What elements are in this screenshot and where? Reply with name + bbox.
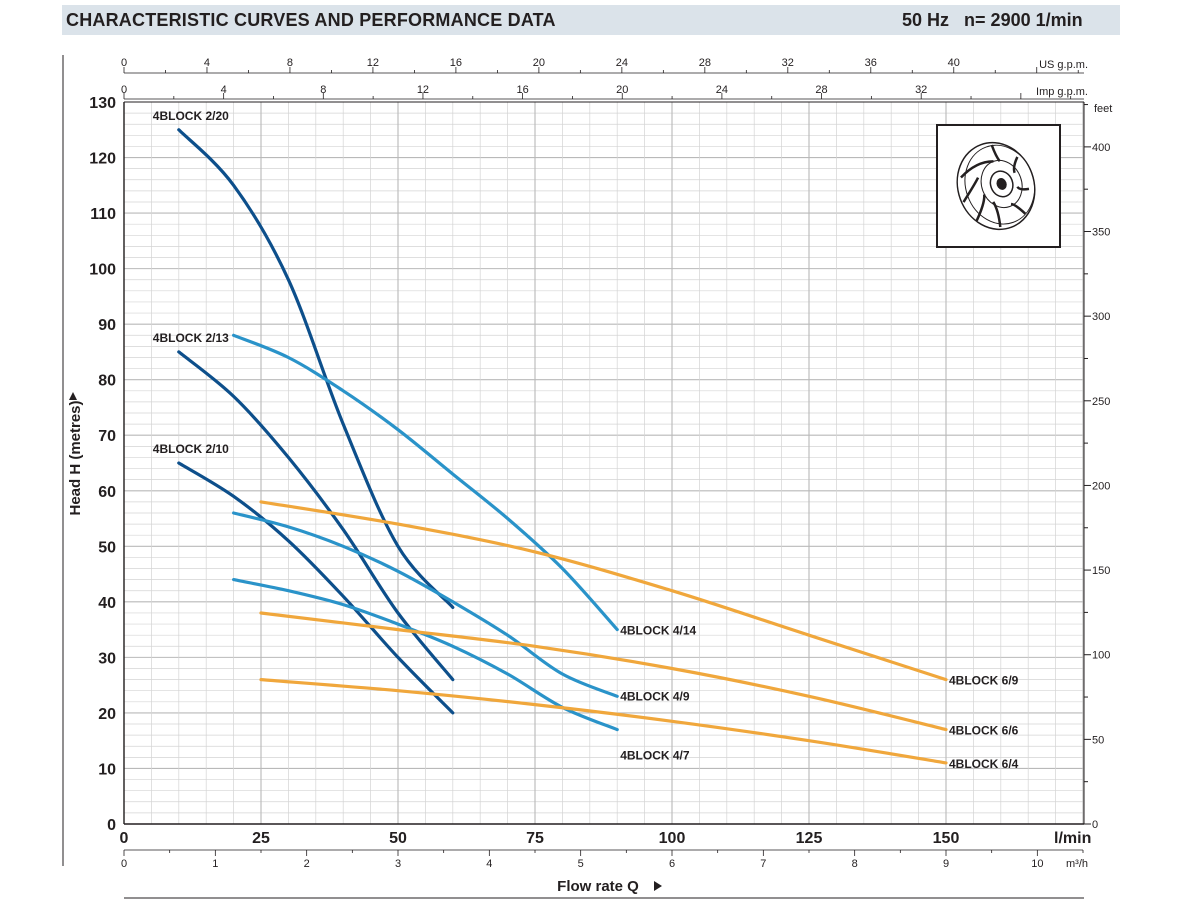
series-label: 4BLOCK 6/6 [949, 724, 1019, 738]
grid [123, 101, 1084, 825]
y-tick-label: 60 [98, 484, 116, 501]
y2-tick-label: 50 [1092, 734, 1104, 746]
y-tick-label: 10 [98, 761, 116, 778]
y-tick-label: 90 [98, 317, 116, 334]
series-label: 4BLOCK 4/14 [620, 624, 696, 638]
series-label: 4BLOCK 2/20 [153, 109, 229, 123]
y2-unit-label: feet [1094, 103, 1112, 115]
imp-gpm-tick-label: 12 [417, 84, 429, 96]
x-tick-label: 125 [796, 830, 823, 847]
us-gpm-tick-label: 0 [121, 57, 127, 69]
x-axis-title: Flow rate Q [557, 878, 639, 895]
speed-frequency: 50 Hz n= 2900 1/min [902, 10, 1083, 31]
m3h-tick-label: 9 [943, 858, 949, 870]
y-tick-label: 20 [98, 706, 116, 723]
series-label: 4BLOCK 6/4 [949, 757, 1019, 771]
x-tick-label: 100 [659, 830, 686, 847]
x-unit-lmin: l/min [1054, 830, 1091, 847]
us-gpm-tick-label: 8 [287, 57, 293, 69]
y2-tick-label: 250 [1092, 396, 1110, 408]
us-gpm-tick-label: 40 [948, 57, 960, 69]
curve-labels: 4BLOCK 2/20 4BLOCK 2/13 4BLOCK 2/10 4BLOCK … [153, 109, 1019, 771]
imp-gpm-tick-label: 28 [815, 84, 827, 96]
y-tick-label: 0 [107, 817, 116, 834]
y-tick-label: 30 [98, 650, 116, 667]
x-tick-label: 50 [389, 830, 407, 847]
impeller-icon [936, 124, 1061, 248]
imp-gpm-tick-label: 24 [716, 84, 728, 96]
x-tick-label: 75 [526, 830, 544, 847]
curve-4block-2-10 [177, 461, 455, 715]
curve-4block-2-13 [177, 350, 455, 682]
y-tick-label: 50 [98, 539, 116, 556]
x-unit-m3h: m³/h [1066, 858, 1088, 870]
y2-tick-label: 350 [1092, 227, 1110, 239]
m3h-tick-label: 2 [304, 858, 310, 870]
page-title: CHARACTERISTIC CURVES AND PERFORMANCE DA… [66, 10, 556, 30]
m3h-tick-label: 1 [212, 858, 218, 870]
speed-label: n= 2900 1/min [964, 10, 1083, 30]
us-gpm-tick-label: 20 [533, 57, 545, 69]
x-tick-label: 0 [120, 830, 129, 847]
curve-4block-6-9 [259, 500, 948, 682]
x-tick-label: 150 [933, 830, 960, 847]
series-label: 4BLOCK 4/9 [620, 689, 690, 703]
us-gpm-tick-label: 24 [616, 57, 628, 69]
y-axis-title: Head H (metres) [67, 400, 84, 515]
imp-gpm-tick-label: 16 [516, 84, 528, 96]
y-tick-label: 80 [98, 373, 116, 390]
y-tick-label: 70 [98, 428, 116, 445]
imp-gpm-tick-label: 20 [616, 84, 628, 96]
frequency-label: 50 Hz [902, 10, 950, 30]
y-tick-label: 120 [89, 151, 116, 168]
series-label: 4BLOCK 6/9 [949, 674, 1019, 688]
m3h-tick-label: 3 [395, 858, 401, 870]
x-axis-arrow-icon [654, 881, 662, 891]
us-gpm-tick-label: 12 [367, 57, 379, 69]
axes: 0102030405060708090100110120130050100150… [62, 55, 1112, 899]
m3h-tick-label: 10 [1031, 858, 1043, 870]
imp-gpm-tick-label: 32 [915, 84, 927, 96]
curves [177, 128, 948, 765]
m3h-tick-label: 6 [669, 858, 675, 870]
series-label: 4BLOCK 2/13 [153, 331, 229, 345]
curve-4block-6-6 [259, 611, 948, 732]
m3h-tick-label: 5 [578, 858, 584, 870]
imp-gpm-tick-label: 0 [121, 84, 127, 96]
curve-4block-6-4 [259, 678, 948, 765]
imp-gpm-tick-label: 8 [320, 84, 326, 96]
y-axis-arrow-icon [69, 392, 77, 400]
curve-4block-4-7 [232, 578, 619, 732]
y2-tick-label: 300 [1092, 311, 1110, 323]
us-gpm-tick-label: 4 [204, 57, 210, 69]
curve-4block-4-14 [232, 333, 619, 632]
imp-gpm-unit: Imp g.p.m. [1036, 86, 1088, 98]
m3h-tick-label: 0 [121, 858, 127, 870]
y2-tick-label: 0 [1092, 819, 1098, 831]
x-tick-label: 25 [252, 830, 270, 847]
m3h-tick-label: 4 [486, 858, 492, 870]
y-tick-label: 130 [89, 95, 116, 112]
us-gpm-unit: US g.p.m. [1039, 59, 1088, 71]
y2-tick-label: 100 [1092, 650, 1110, 662]
series-label: 4BLOCK 2/10 [153, 442, 229, 456]
us-gpm-tick-label: 32 [782, 57, 794, 69]
curve-4block-4-9 [232, 511, 619, 698]
series-label: 4BLOCK 4/7 [620, 749, 690, 763]
y-tick-label: 110 [90, 206, 116, 223]
us-gpm-tick-label: 16 [450, 57, 462, 69]
y-tick-label: 40 [98, 595, 116, 612]
curve-4block-2-20 [177, 128, 455, 609]
y2-tick-label: 400 [1092, 142, 1110, 154]
imp-gpm-tick-label: 4 [221, 84, 227, 96]
y2-tick-label: 150 [1092, 565, 1110, 577]
m3h-tick-label: 8 [852, 858, 858, 870]
us-gpm-tick-label: 28 [699, 57, 711, 69]
y2-tick-label: 200 [1092, 480, 1110, 492]
m3h-tick-label: 7 [760, 858, 766, 870]
y-tick-label: 100 [89, 262, 116, 279]
header-bar: CHARACTERISTIC CURVES AND PERFORMANCE DA… [62, 5, 1120, 35]
us-gpm-tick-label: 36 [865, 57, 877, 69]
